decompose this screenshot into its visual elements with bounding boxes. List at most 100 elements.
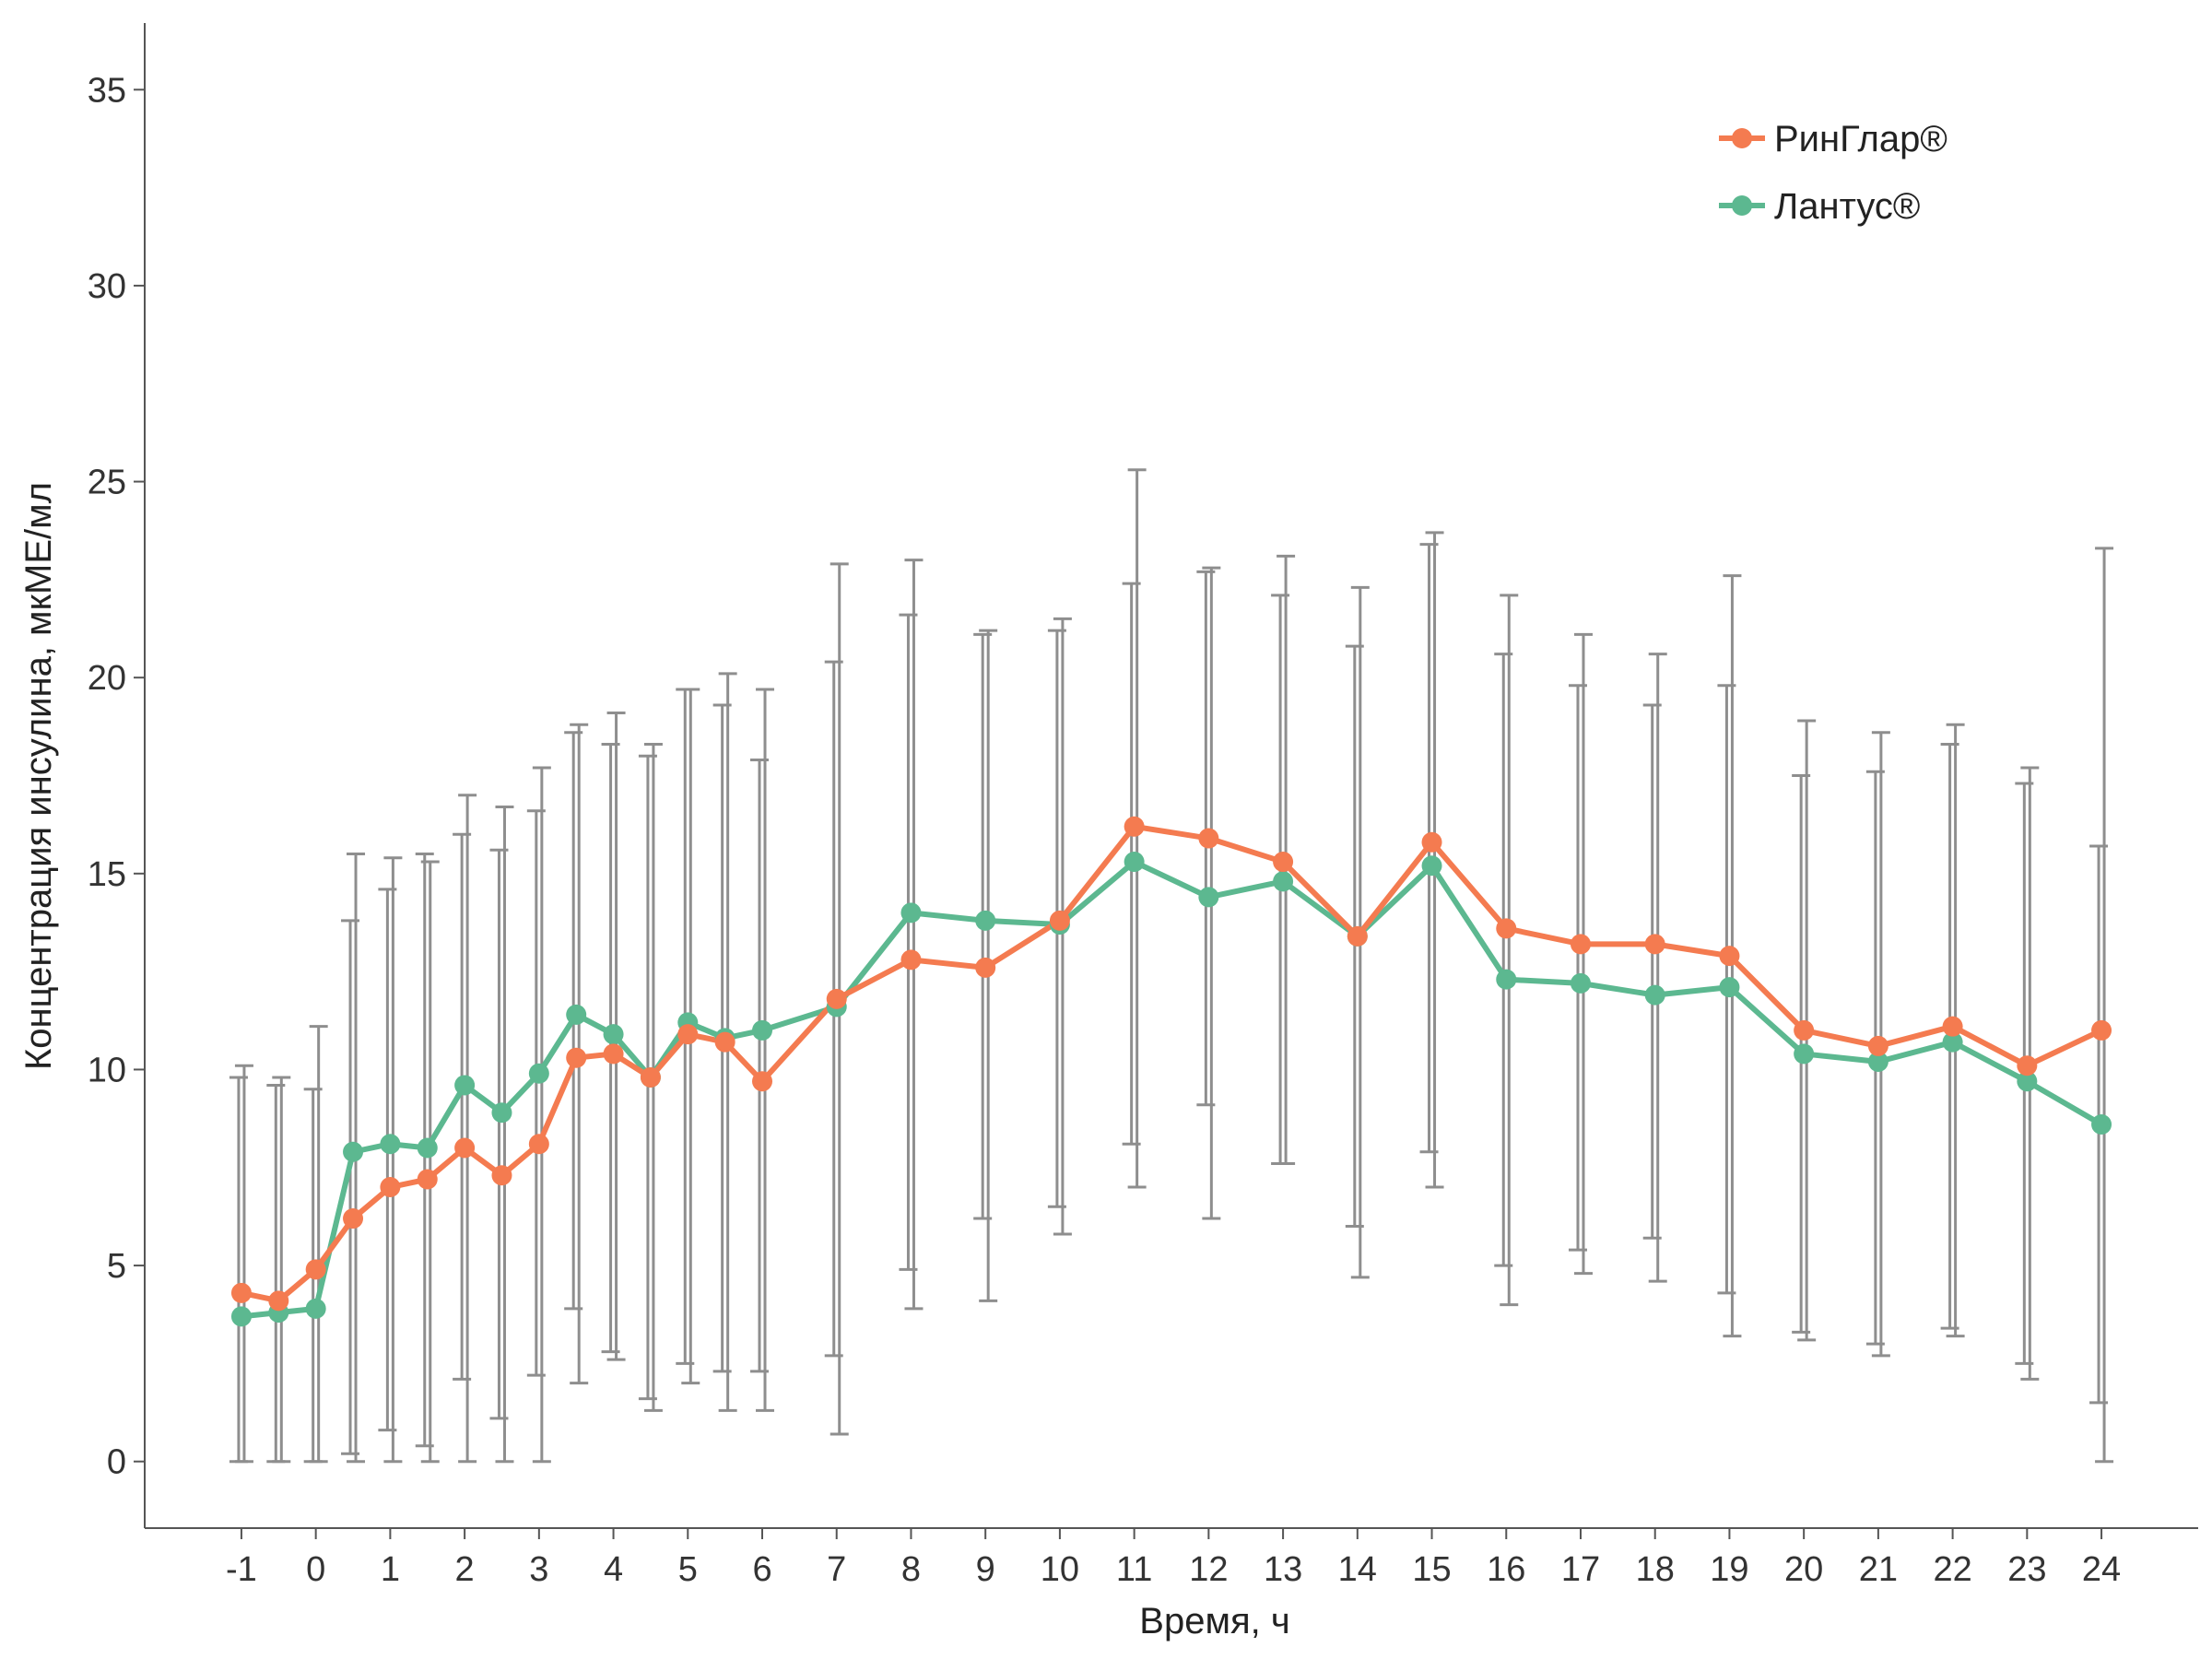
x-tick-label: 23: [2007, 1550, 2046, 1589]
data-point-lantus: [1273, 871, 1294, 892]
data-point-ringlar: [1719, 946, 1740, 967]
data-point-ringlar: [1421, 831, 1442, 853]
x-tick-label: 6: [752, 1550, 771, 1589]
data-point-lantus: [491, 1102, 512, 1124]
x-tick-label: 11: [1116, 1550, 1152, 1589]
data-point-lantus: [230, 1306, 252, 1327]
data-point-ringlar: [305, 1259, 326, 1280]
x-tick-label: 22: [1933, 1550, 1971, 1589]
legend-label: Лантус®: [1774, 186, 1920, 227]
data-point-ringlar: [1570, 934, 1591, 955]
x-tick-label: 20: [1784, 1550, 1823, 1589]
legend-marker: [1732, 128, 1752, 148]
data-point-ringlar: [1496, 918, 1517, 939]
data-point-ringlar: [566, 1047, 587, 1068]
data-point-lantus: [1570, 972, 1591, 994]
data-point-lantus: [752, 1019, 773, 1041]
x-ticks: -1 0 1 2 3 4 5 6 7 8 9 10 11 12 13 14 15 16 17 18 19 20 21 22 23…: [226, 1528, 2121, 1589]
x-tick-label: 13: [1264, 1550, 1302, 1589]
axes: [144, 23, 2198, 1529]
y-axis-title: Концентрация инсулина, мкМЕ/мл: [18, 482, 59, 1070]
data-point-ringlar: [454, 1137, 476, 1159]
x-tick-label: 21: [1859, 1550, 1898, 1589]
legend-marker: [1732, 195, 1752, 216]
data-point-ringlar: [230, 1282, 252, 1303]
data-point-ringlar: [2017, 1055, 2038, 1077]
data-point-lantus: [343, 1141, 364, 1162]
data-point-lantus: [1794, 1043, 1815, 1065]
x-tick-label: 9: [976, 1550, 995, 1589]
x-tick-label: 0: [306, 1550, 325, 1589]
y-tick-label: 35: [88, 71, 126, 110]
data-point-lantus: [603, 1024, 624, 1045]
data-point-ringlar: [1794, 1019, 1815, 1041]
data-point-ringlar: [491, 1165, 512, 1186]
data-point-lantus: [454, 1075, 476, 1096]
x-tick-label: 2: [455, 1550, 475, 1589]
y-tick-label: 30: [88, 267, 126, 306]
data-point-ringlar: [1942, 1016, 1963, 1037]
x-tick-label: 14: [1338, 1550, 1377, 1589]
data-point-ringlar: [1049, 910, 1070, 931]
data-point-ringlar: [1273, 852, 1294, 873]
y-tick-label: 5: [107, 1247, 126, 1286]
series-markers: [230, 816, 2112, 1327]
data-point-lantus: [975, 910, 996, 931]
error-bars: [229, 468, 2114, 1464]
data-point-ringlar: [343, 1208, 364, 1230]
data-point-ringlar: [603, 1043, 624, 1065]
data-point-ringlar: [640, 1066, 661, 1088]
data-point-lantus: [1421, 855, 1442, 877]
data-point-lantus: [1644, 984, 1665, 1006]
data-point-lantus: [528, 1063, 549, 1084]
data-point-lantus: [900, 902, 922, 924]
x-axis-title: Время, ч: [1139, 1601, 1289, 1641]
data-point-ringlar: [268, 1290, 289, 1312]
y-tick-label: 0: [107, 1443, 126, 1482]
x-tick-label: 3: [529, 1550, 548, 1589]
x-tick-label: 19: [1710, 1550, 1748, 1589]
x-tick-label: 5: [678, 1550, 698, 1589]
data-point-lantus: [2091, 1113, 2112, 1135]
legend: РинГлар® Лантус®: [1719, 119, 1947, 227]
data-point-ringlar: [1867, 1035, 1888, 1056]
data-point-lantus: [1719, 977, 1740, 998]
x-tick-label: 4: [604, 1550, 623, 1589]
data-point-lantus: [1198, 887, 1219, 908]
data-point-ringlar: [1347, 925, 1368, 947]
data-point-lantus: [2017, 1071, 2038, 1092]
x-tick-label: 15: [1412, 1550, 1451, 1589]
x-tick-label: 10: [1041, 1550, 1079, 1589]
x-tick-label: 16: [1487, 1550, 1525, 1589]
data-point-lantus: [417, 1137, 438, 1159]
data-point-lantus: [305, 1298, 326, 1319]
data-point-lantus: [1942, 1031, 1963, 1053]
x-tick-label: 1: [381, 1550, 400, 1589]
data-point-ringlar: [1124, 816, 1145, 837]
data-point-ringlar: [528, 1134, 549, 1155]
y-tick-label: 20: [88, 659, 126, 698]
x-tick-label: 24: [2082, 1550, 2121, 1589]
data-point-ringlar: [975, 957, 996, 978]
data-point-lantus: [380, 1134, 401, 1155]
data-point-lantus: [566, 1004, 587, 1025]
series-line-lantus: [241, 859, 2103, 1320]
y-ticks: 0 5 10 15 20 25 30 35: [88, 71, 145, 1482]
data-point-ringlar: [752, 1071, 773, 1092]
data-point-lantus: [1496, 969, 1517, 990]
data-point-ringlar: [900, 949, 922, 971]
data-point-ringlar: [380, 1177, 401, 1198]
y-tick-label: 15: [88, 855, 126, 894]
legend-label: РинГлар®: [1774, 119, 1947, 159]
x-tick-label: 18: [1636, 1550, 1675, 1589]
data-point-ringlar: [714, 1031, 735, 1053]
series-line-ringlar: [241, 823, 2103, 1304]
y-tick-label: 10: [88, 1051, 126, 1089]
x-tick-label: 17: [1561, 1550, 1600, 1589]
data-point-ringlar: [2091, 1019, 2112, 1041]
x-tick-label: 8: [901, 1550, 921, 1589]
data-point-ringlar: [1198, 828, 1219, 849]
x-tick-label: -1: [226, 1550, 257, 1589]
y-tick-label: 25: [88, 464, 126, 502]
